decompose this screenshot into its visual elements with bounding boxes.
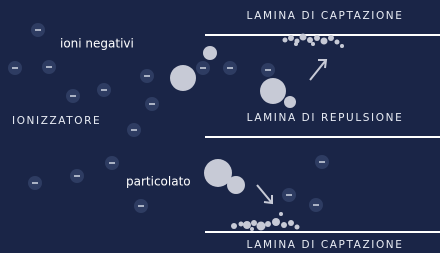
ionizer-label: IONIZZATORE — [12, 115, 101, 127]
ion — [8, 61, 22, 75]
ion — [97, 83, 111, 97]
diagram: LAMINA DI CAPTAZIONE LAMINA DI REPULSION… — [0, 0, 440, 253]
deposit-particle — [328, 35, 334, 41]
deposit-particle — [288, 35, 294, 41]
ion — [196, 61, 210, 75]
deposit-particle — [281, 222, 287, 228]
ion — [105, 156, 119, 170]
deposit-particle — [239, 222, 244, 227]
deposit-particle — [279, 212, 283, 216]
ion — [42, 60, 56, 74]
deposit-particle — [272, 218, 280, 226]
deposit-particle — [321, 38, 328, 45]
ion — [66, 89, 80, 103]
particles-label: particolato — [126, 175, 191, 189]
ion — [127, 123, 141, 137]
deposit-particle — [314, 35, 320, 41]
ion — [282, 188, 296, 202]
deposit-particle — [300, 34, 307, 41]
deposit-particle — [340, 44, 344, 48]
ions-label: ioni negativi — [60, 37, 134, 51]
deposit-particle — [335, 40, 340, 45]
ion — [261, 63, 275, 77]
ion — [31, 23, 45, 37]
particle — [227, 176, 245, 194]
particle — [260, 78, 286, 104]
deposit-particle — [307, 37, 313, 43]
ion — [145, 97, 159, 111]
ion — [140, 69, 154, 83]
ion — [309, 198, 323, 212]
particle — [170, 65, 196, 91]
ion — [28, 176, 42, 190]
ion — [70, 169, 84, 183]
deposit-particle — [294, 42, 298, 46]
deposit-particle — [265, 221, 271, 227]
ion — [134, 199, 148, 213]
deposit-particle — [231, 223, 237, 229]
particle — [284, 96, 296, 108]
deposit-particle — [257, 222, 266, 231]
ion — [315, 155, 329, 169]
deposit-particle — [243, 221, 251, 229]
deposit-particle — [283, 38, 288, 43]
deposit-particle — [288, 220, 294, 226]
deposit-particle — [251, 220, 257, 226]
plate-label: LAMINA DI CAPTAZIONE — [247, 239, 404, 251]
plate-label: LAMINA DI REPULSIONE — [247, 112, 404, 124]
ion — [223, 61, 237, 75]
deposit-particle — [311, 42, 315, 46]
deposit-particle — [250, 227, 254, 231]
particle — [203, 46, 217, 60]
plate-label: LAMINA DI CAPTAZIONE — [247, 10, 404, 22]
deposit-particle — [295, 225, 300, 230]
